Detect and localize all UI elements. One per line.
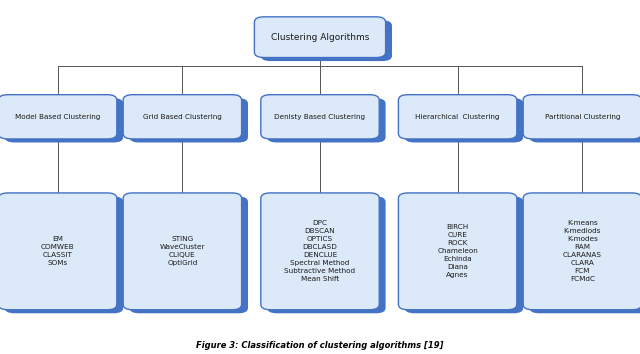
FancyBboxPatch shape <box>261 21 392 61</box>
Text: Hierarchical  Clustering: Hierarchical Clustering <box>415 114 500 120</box>
FancyBboxPatch shape <box>398 193 517 310</box>
FancyBboxPatch shape <box>530 98 640 142</box>
FancyBboxPatch shape <box>129 98 248 142</box>
Text: Figure 3: Classification of clustering algorithms [19]: Figure 3: Classification of clustering a… <box>196 341 444 350</box>
FancyBboxPatch shape <box>123 193 241 310</box>
Text: Model Based Clustering: Model Based Clustering <box>15 114 100 120</box>
FancyBboxPatch shape <box>398 95 517 139</box>
FancyBboxPatch shape <box>123 95 241 139</box>
FancyBboxPatch shape <box>524 95 640 139</box>
FancyBboxPatch shape <box>261 95 380 139</box>
Text: Grid Based Clustering: Grid Based Clustering <box>143 114 222 120</box>
FancyBboxPatch shape <box>5 98 123 142</box>
FancyBboxPatch shape <box>261 193 380 310</box>
FancyBboxPatch shape <box>254 17 385 57</box>
Text: STING
WaveCluster
CLIQUE
OptiGrid: STING WaveCluster CLIQUE OptiGrid <box>159 236 205 266</box>
Text: Partitional Clustering: Partitional Clustering <box>545 114 620 120</box>
Text: K-means
K-mediods
K-modes
RAM
CLARANAS
CLARA
FCM
FCMdC: K-means K-mediods K-modes RAM CLARANAS C… <box>563 220 602 282</box>
FancyBboxPatch shape <box>404 196 523 313</box>
FancyBboxPatch shape <box>530 196 640 313</box>
FancyBboxPatch shape <box>524 193 640 310</box>
Text: BIRCH
CURE
ROCK
Chameleon
Echinda
Diana
Agnes: BIRCH CURE ROCK Chameleon Echinda Diana … <box>437 224 478 278</box>
FancyBboxPatch shape <box>268 196 385 313</box>
FancyBboxPatch shape <box>129 196 248 313</box>
Text: Denisty Based Clustering: Denisty Based Clustering <box>275 114 365 120</box>
FancyBboxPatch shape <box>0 193 116 310</box>
Text: Clustering Algorithms: Clustering Algorithms <box>271 33 369 42</box>
FancyBboxPatch shape <box>404 98 523 142</box>
Text: EM
COMWEB
CLASSIT
SOMs: EM COMWEB CLASSIT SOMs <box>41 236 74 266</box>
FancyBboxPatch shape <box>0 95 116 139</box>
FancyBboxPatch shape <box>268 98 385 142</box>
Text: DPC
DBSCAN
OPTICS
DBCLASD
DENCLUE
Spectral Method
Subtractive Method
Mean Shift: DPC DBSCAN OPTICS DBCLASD DENCLUE Spectr… <box>284 220 356 282</box>
FancyBboxPatch shape <box>5 196 123 313</box>
